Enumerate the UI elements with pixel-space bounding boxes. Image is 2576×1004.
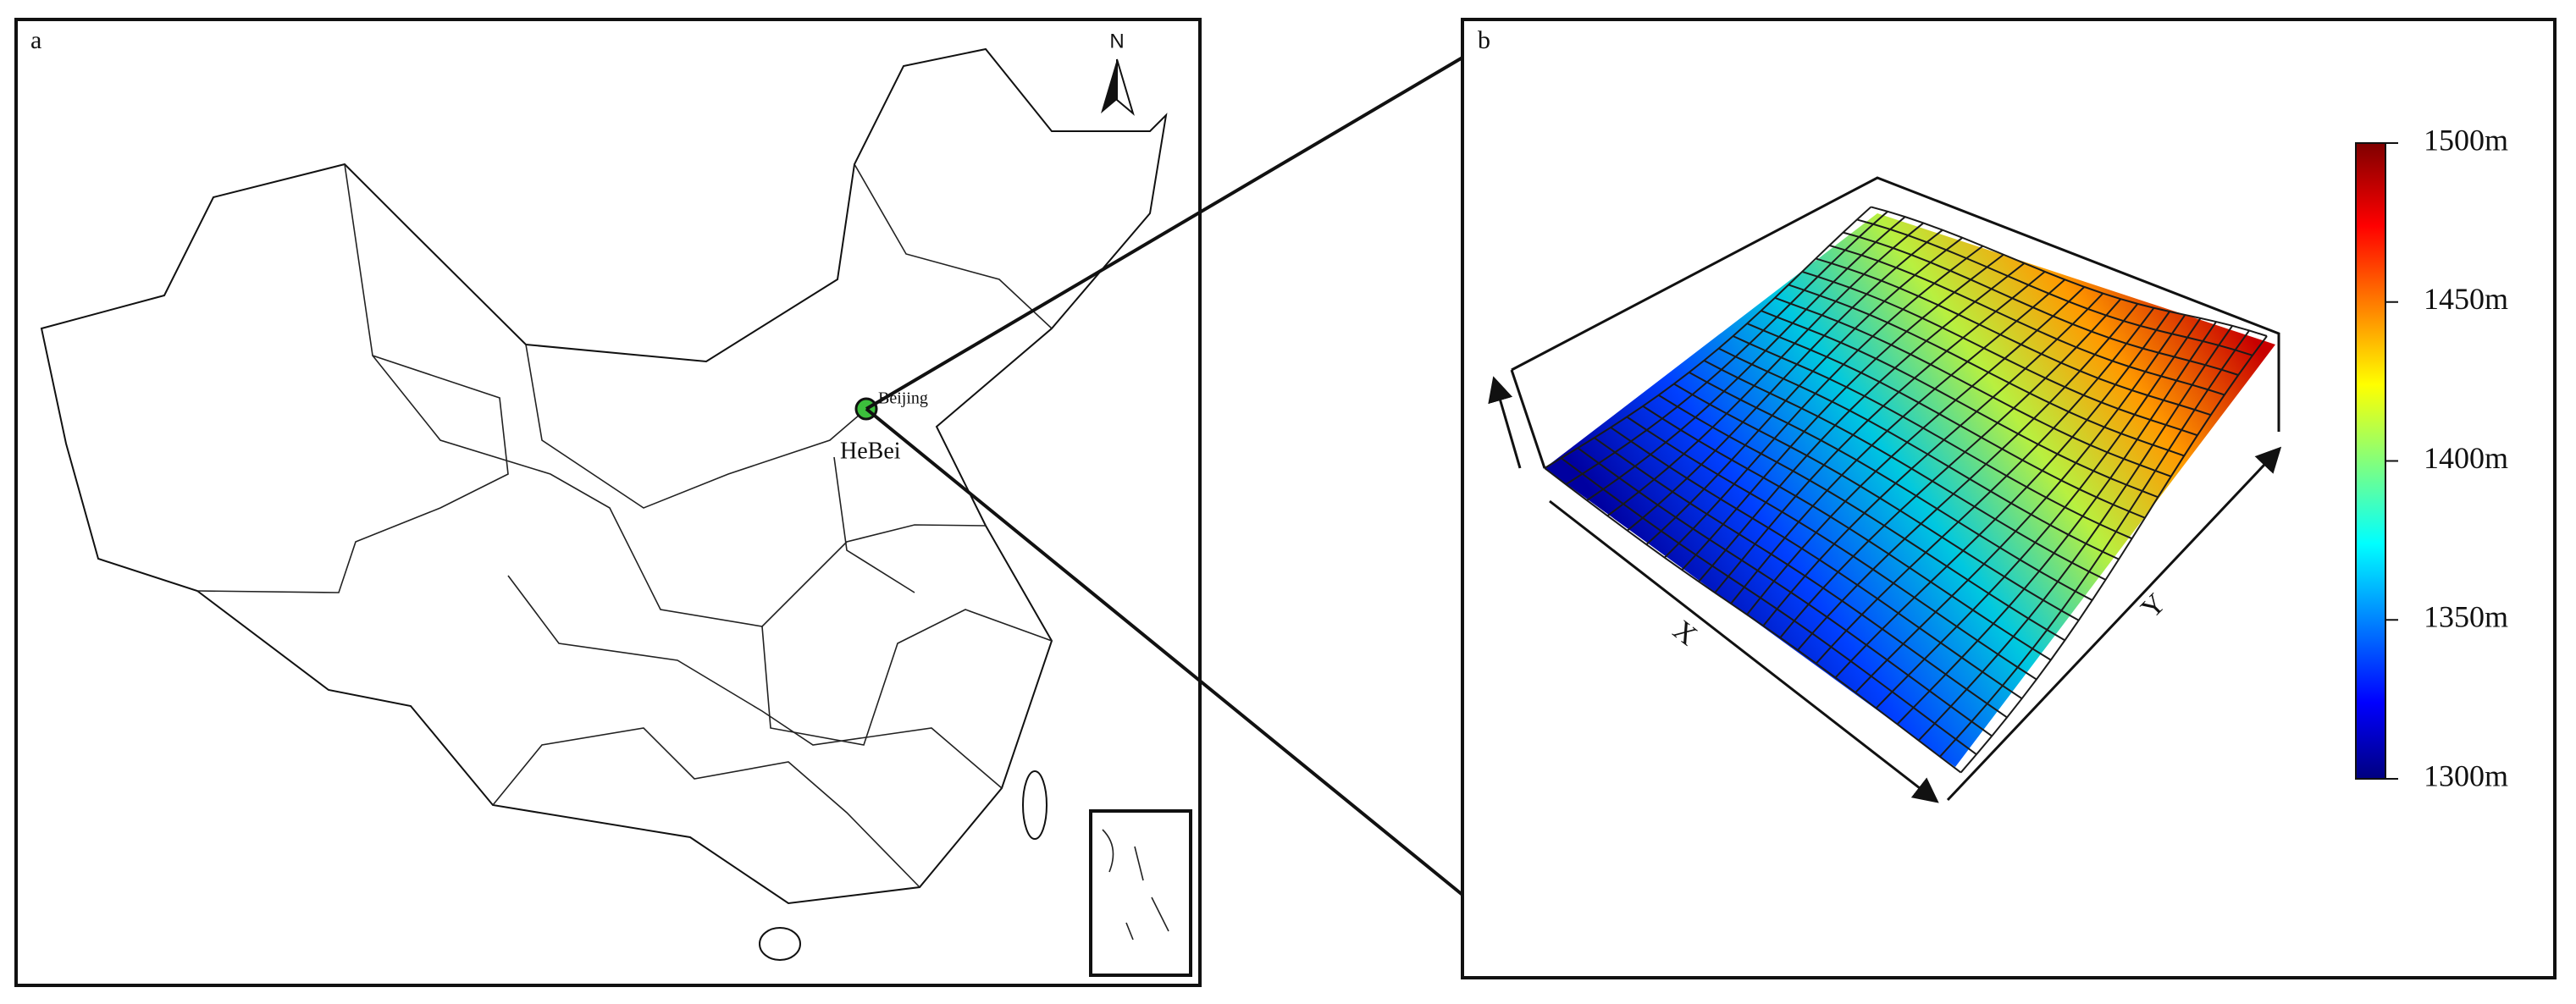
axis-arrow [1488, 376, 1522, 469]
island [1022, 770, 1048, 840]
mesh-line [1788, 284, 2185, 457]
panel-b-frame [1461, 18, 2557, 979]
panel-label: b [1478, 26, 1490, 54]
mesh-line [1762, 292, 2104, 626]
colorbar-tick-label: 1450m [2424, 282, 2508, 316]
mesh-line [1834, 311, 2170, 679]
mesh-line [1843, 231, 2239, 376]
connector [865, 56, 1464, 411]
surface-mesh [1544, 206, 2268, 774]
mesh-line [1896, 321, 2217, 725]
x-axis-label: X [1667, 615, 1703, 652]
box-edge [1510, 369, 1546, 469]
colorbar [2355, 142, 2386, 780]
mesh-line [1746, 323, 2146, 519]
box-edge [1511, 176, 2280, 432]
connector [865, 407, 1464, 896]
axis-arrow [1549, 499, 1939, 803]
mesh-line [1871, 206, 2268, 337]
province-label: HeBei [840, 438, 901, 464]
north-arrow [1101, 59, 1117, 113]
mesh-line [1733, 335, 2132, 540]
island [759, 927, 801, 961]
mesh-line [1718, 347, 2120, 560]
mesh-line [1829, 245, 2225, 396]
mesh-line [1856, 218, 2253, 356]
mesh-line [1815, 257, 2212, 416]
north-label: N [1109, 30, 1124, 52]
province-lines [196, 163, 1053, 888]
mesh-line [1801, 270, 2198, 437]
inset-box [1089, 809, 1192, 977]
north-arrow [1116, 58, 1135, 116]
panel-a-frame [14, 18, 1202, 987]
mesh-line [1815, 307, 2155, 665]
mesh-line [1855, 314, 2186, 693]
mesh-line [1875, 317, 2202, 709]
mesh-line [1960, 335, 2268, 774]
mesh-line [1939, 329, 2250, 758]
mesh-line [1761, 310, 2159, 499]
y-axis-label: Y [2135, 588, 2172, 625]
mesh-line [1779, 298, 2122, 638]
colorbar-tick-label: 1500m [2424, 123, 2508, 157]
mesh-line [1917, 325, 2234, 742]
mesh-line [1774, 296, 2172, 477]
colorbar-tick-label: 1400m [2424, 441, 2508, 475]
mesh-line [1797, 303, 2139, 651]
colorbar-tick-label: 1350m [2424, 600, 2508, 634]
colorbar-tick-label: 1300m [2424, 759, 2508, 792]
colorbar-ticks: 1300m 1350m 1400m 1450m 1500m [2385, 123, 2508, 792]
panel-label: a [30, 26, 41, 54]
inset-islands [1102, 829, 1169, 941]
country-outline [40, 47, 1168, 905]
axis-arrow [1946, 446, 2282, 802]
